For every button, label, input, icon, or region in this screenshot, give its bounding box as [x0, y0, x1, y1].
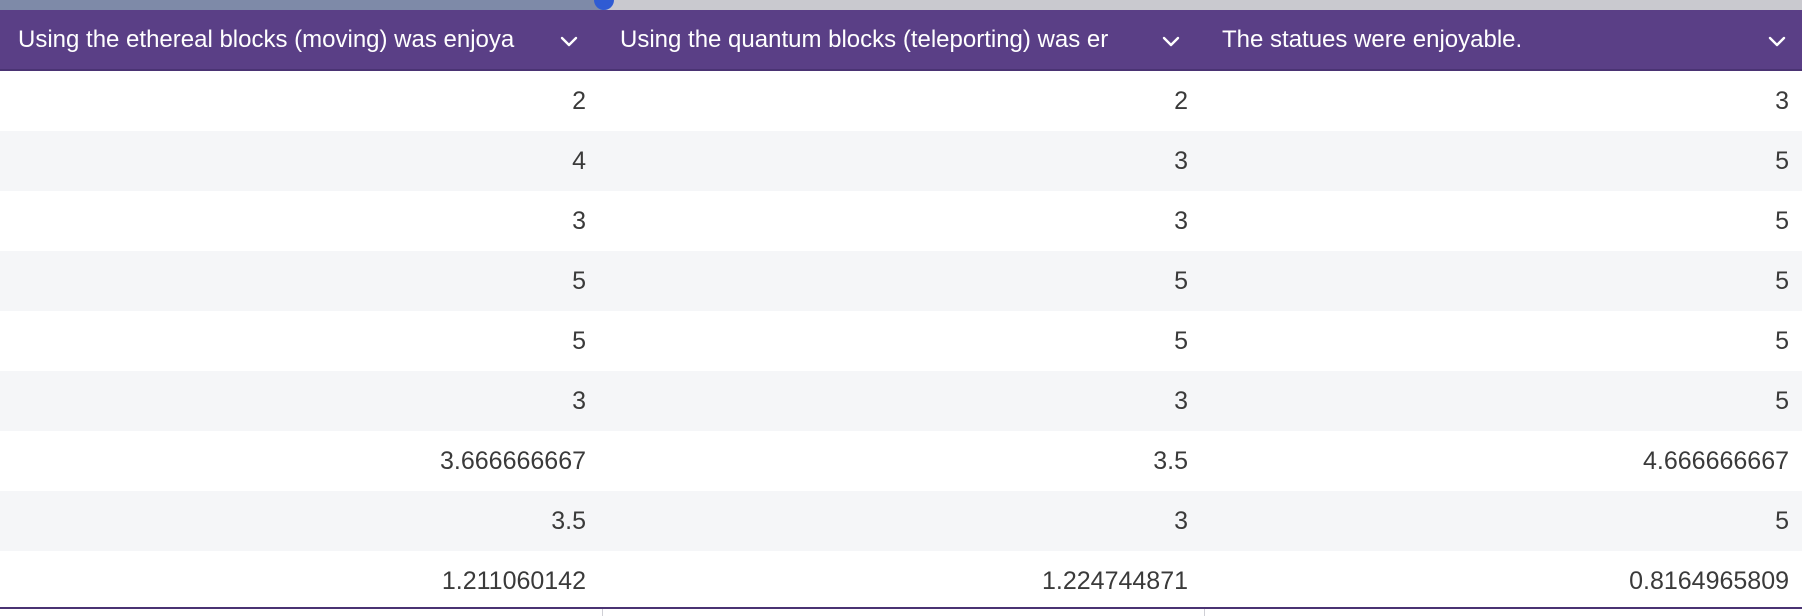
- table-cell[interactable]: 1.224744871: [1042, 567, 1188, 595]
- table-cell[interactable]: 5: [1775, 507, 1789, 535]
- table-cell[interactable]: 5: [572, 267, 586, 295]
- table-cell[interactable]: 5: [1775, 147, 1789, 175]
- table-cell[interactable]: 4.666666667: [1643, 447, 1789, 475]
- column-divider[interactable]: [1204, 609, 1205, 616]
- column-header-ethereal-blocks[interactable]: Using the ethereal blocks (moving) was e…: [0, 10, 602, 69]
- table-header: Using the ethereal blocks (moving) was e…: [0, 10, 1802, 71]
- table-row: 3.5 3 5: [0, 491, 1802, 551]
- table-cell[interactable]: 3: [1174, 147, 1188, 175]
- table-cell[interactable]: 5: [1174, 267, 1188, 295]
- table-cell[interactable]: 2: [1174, 87, 1188, 115]
- table-row: 5 5 5: [0, 251, 1802, 311]
- chevron-down-icon[interactable]: [558, 30, 580, 52]
- table-cell[interactable]: 5: [1775, 207, 1789, 235]
- table-row: 3.666666667 3.5 4.666666667: [0, 431, 1802, 491]
- table-cell[interactable]: 5: [1174, 327, 1188, 355]
- table-cell[interactable]: 5: [572, 327, 586, 355]
- table-cell[interactable]: 3: [1174, 207, 1188, 235]
- table-cell[interactable]: 4: [572, 147, 586, 175]
- table-cell[interactable]: 3.666666667: [440, 447, 586, 475]
- table-cell[interactable]: 1.211060142: [441, 567, 586, 595]
- table-bottom-border: [0, 607, 1802, 609]
- column-header-label: Using the quantum blocks (teleporting) w…: [620, 25, 1109, 53]
- horizontal-scrollbar[interactable]: [0, 0, 1802, 10]
- table-cell[interactable]: 3.5: [551, 507, 586, 535]
- column-header-statues[interactable]: The statues were enjoyable.: [1204, 10, 1802, 69]
- table-cell[interactable]: 3: [1775, 87, 1789, 115]
- table-row: 5 5 5: [0, 311, 1802, 371]
- table-cell[interactable]: 3.5: [1153, 447, 1188, 475]
- column-divider[interactable]: [602, 609, 603, 616]
- table-row: 4 3 5: [0, 131, 1802, 191]
- chevron-down-icon[interactable]: [1766, 30, 1788, 52]
- table-body: 2 2 3 4 3 5 3 3 5 5 5 5 5 5 5 3 3 5: [0, 71, 1802, 611]
- column-header-label: The statues were enjoyable.: [1222, 25, 1523, 53]
- table-cell[interactable]: 0.8164965809: [1629, 567, 1789, 595]
- table-row: 1.211060142 1.224744871 0.8164965809: [0, 551, 1802, 611]
- table-cell[interactable]: 5: [1775, 267, 1789, 295]
- scrollbar-thumb[interactable]: [594, 0, 614, 10]
- table-cell[interactable]: 5: [1775, 387, 1789, 415]
- column-header-label: Using the ethereal blocks (moving) was e…: [18, 25, 515, 53]
- scrollbar-progress: [0, 0, 604, 10]
- table-row: 2 2 3: [0, 71, 1802, 131]
- table-cell[interactable]: 2: [572, 87, 586, 115]
- column-header-quantum-blocks[interactable]: Using the quantum blocks (teleporting) w…: [602, 10, 1204, 69]
- table-row: 3 3 5: [0, 191, 1802, 251]
- table-cell[interactable]: 3: [1174, 507, 1188, 535]
- chevron-down-icon[interactable]: [1160, 30, 1182, 52]
- table-row: 3 3 5: [0, 371, 1802, 431]
- table-cell[interactable]: 3: [572, 387, 586, 415]
- table-cell[interactable]: 3: [572, 207, 586, 235]
- table-cell[interactable]: 5: [1775, 327, 1789, 355]
- table-cell[interactable]: 3: [1174, 387, 1188, 415]
